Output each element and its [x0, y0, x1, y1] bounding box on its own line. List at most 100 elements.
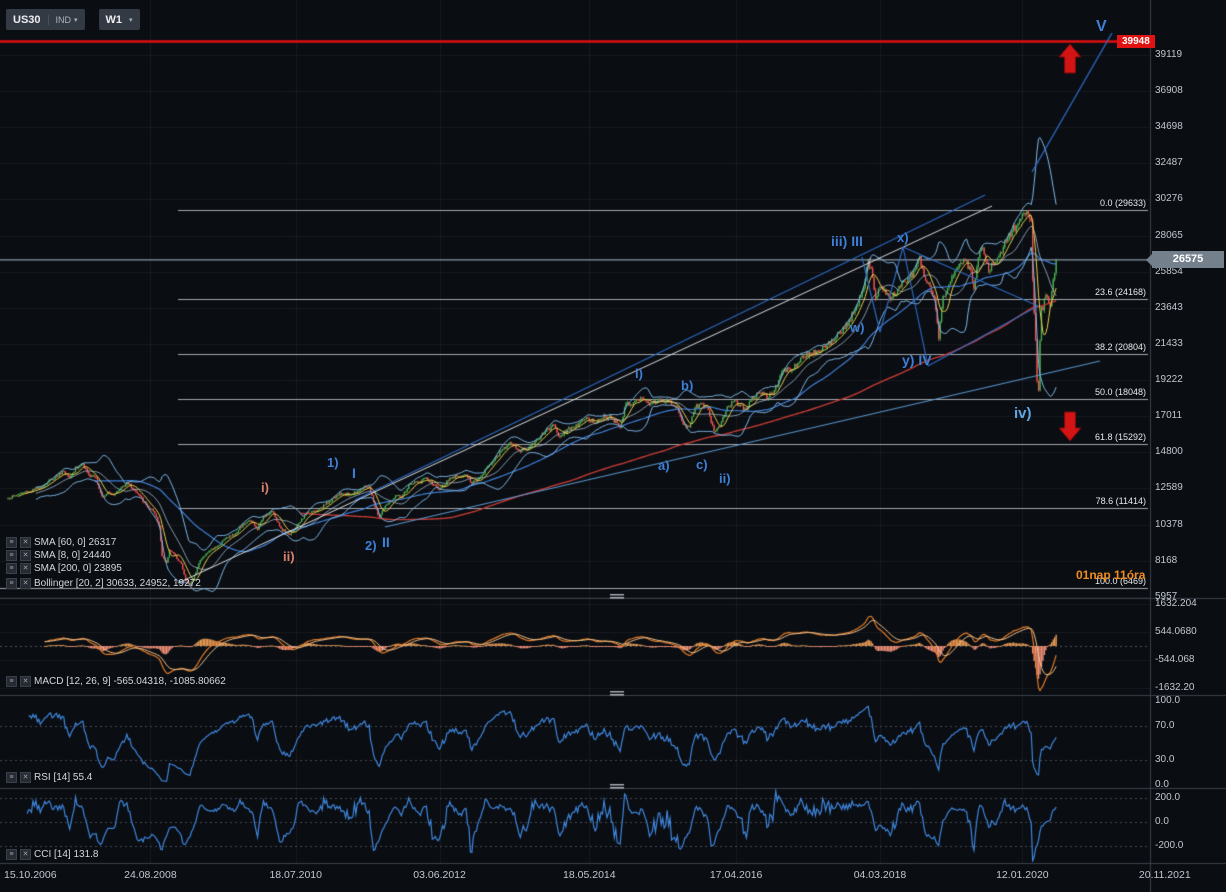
indicator-settings-icon[interactable]: ≡: [6, 537, 17, 548]
elliott-wave-label[interactable]: i): [635, 366, 643, 381]
fib-level-label[interactable]: 78.6 (11414): [1095, 495, 1146, 506]
indicator-legend-rsi: ≡ ✕ RSI [14] 55.4: [6, 772, 92, 783]
elliott-wave-label[interactable]: V: [1096, 18, 1107, 35]
macd-axis-label: -1632.20: [1155, 681, 1195, 693]
price-axis-label: 19222: [1155, 374, 1183, 386]
indicator-settings-icon[interactable]: ≡: [6, 849, 17, 860]
elliott-wave-label[interactable]: c): [696, 457, 708, 472]
indicator-settings-icon[interactable]: ≡: [6, 563, 17, 574]
rsi-axis-label: 100.0: [1155, 695, 1181, 706]
rsi-axis-label: 0.0: [1155, 779, 1169, 790]
elliott-wave-label[interactable]: x): [897, 230, 909, 245]
date-axis-label: 03.06.2012: [413, 869, 466, 881]
date-axis-label: 17.04.2016: [709, 869, 763, 881]
macd-axis-label: 544.0680: [1155, 626, 1197, 637]
date-axis-label: 12.01.2020: [996, 869, 1049, 881]
alert-price-label[interactable]: 39948: [1117, 35, 1155, 48]
price-axis-label: 14800: [1155, 446, 1183, 458]
indicator-remove-icon[interactable]: ✕: [20, 550, 31, 561]
price-axis-label: 21433: [1155, 337, 1183, 349]
fib-level-label[interactable]: 38.2 (20804): [1094, 342, 1146, 353]
price-axis-label: 10378: [1155, 518, 1183, 530]
indicator-legend-bollinger: ≡ ✕ Bollinger [20, 2] 30633, 24952, 19272: [6, 578, 201, 589]
indicator-settings-icon[interactable]: ≡: [6, 550, 17, 561]
date-axis-label: 18.07.2010: [269, 869, 322, 881]
date-axis-label: 24.08.2008: [124, 869, 177, 881]
indicator-legend-text: RSI [14] 55.4: [34, 772, 93, 783]
price-axis-label: 12589: [1155, 482, 1183, 494]
elliott-wave-label[interactable]: iii) III: [831, 233, 863, 249]
current-price-value: 26575: [1172, 253, 1204, 265]
date-axis-label: 04.03.2018: [853, 869, 907, 881]
bar-close-countdown: 01nap 11óra: [1076, 568, 1146, 582]
chevron-down-icon: ▾: [129, 16, 133, 24]
elliott-wave-label[interactable]: iv): [1014, 405, 1032, 422]
elliott-wave-label[interactable]: a): [658, 458, 670, 473]
date-axis-label: 20.11.2021: [1138, 869, 1191, 881]
indicator-remove-icon[interactable]: ✕: [20, 772, 31, 783]
fib-level-label[interactable]: 50.0 (18048): [1094, 387, 1146, 398]
price-axis-label: 30276: [1155, 193, 1183, 205]
current-price-label: 26575: [1146, 251, 1224, 268]
indicator-legend-sma200: ≡ ✕ SMA [200, 0] 23895: [6, 563, 122, 574]
elliott-wave-label[interactable]: w): [850, 320, 865, 335]
indicator-settings-icon[interactable]: ≡: [6, 772, 17, 783]
indicator-legend-macd: ≡ ✕ MACD [12, 26, 9] -565.04318, -1085.80…: [6, 676, 226, 687]
price-axis-label: 32487: [1155, 157, 1183, 169]
indicator-legend-text: SMA [200, 0] 23895: [34, 563, 122, 574]
fib-level-label[interactable]: 100.0 (6469): [1094, 576, 1146, 587]
elliott-wave-label[interactable]: 2): [365, 538, 377, 553]
indicator-settings-icon[interactable]: ≡: [6, 578, 17, 589]
elliott-wave-label[interactable]: b): [681, 378, 694, 393]
rsi-axis-label: 30.0: [1155, 753, 1175, 765]
market-type-dropdown[interactable]: IND ▾: [47, 14, 78, 25]
elliott-wave-label[interactable]: ii): [719, 471, 731, 486]
market-type-label: IND: [55, 14, 72, 25]
indicator-remove-icon[interactable]: ✕: [20, 849, 31, 860]
symbol-label: US30: [13, 13, 41, 26]
cci-axis-label: 0.0: [1155, 816, 1169, 827]
price-axis-label: 25854: [1155, 265, 1183, 277]
price-axis-label: 17011: [1155, 410, 1183, 422]
elliott-wave-label[interactable]: ii): [283, 549, 295, 564]
fib-level-label[interactable]: 0.0 (29633): [1099, 198, 1146, 208]
elliott-wave-label[interactable]: I: [352, 465, 356, 481]
indicator-legend-text: SMA [8, 0] 24440: [34, 550, 111, 561]
price-axis-label: 36908: [1155, 85, 1183, 97]
cci-axis-label: -200.0: [1155, 840, 1184, 852]
symbol-selector[interactable]: US30 IND ▾: [6, 9, 85, 30]
date-axis-label: 15.10.2006: [4, 869, 57, 881]
fib-level-label[interactable]: 61.8 (15292): [1094, 432, 1146, 443]
indicator-legend-sma60: ≡ ✕ SMA [60, 0] 26317: [6, 537, 116, 548]
indicator-settings-icon[interactable]: ≡: [6, 676, 17, 687]
indicator-legend-text: SMA [60, 0] 26317: [34, 537, 117, 548]
rsi-axis-label: 70.0: [1155, 720, 1175, 732]
cci-axis-label: 200.0: [1155, 791, 1181, 803]
elliott-wave-label[interactable]: II: [382, 534, 390, 550]
fib-level-label[interactable]: 23.6 (24168): [1094, 287, 1146, 298]
price-axis-label: 39119: [1155, 49, 1183, 60]
elliott-wave-label[interactable]: i): [261, 480, 269, 495]
indicator-legend-text: CCI [14] 131.8: [34, 849, 99, 860]
macd-axis-label: -544.068: [1155, 653, 1195, 665]
indicator-remove-icon[interactable]: ✕: [20, 537, 31, 548]
elliott-wave-label[interactable]: 1): [327, 455, 339, 470]
timeframe-selector[interactable]: W1 ▾: [98, 9, 140, 30]
indicator-remove-icon[interactable]: ✕: [20, 563, 31, 574]
price-axis-label: 5957: [1155, 590, 1178, 602]
chart-toolbar: US30 IND ▾ W1 ▾: [6, 9, 140, 30]
indicator-legend-text: MACD [12, 26, 9] -565.04318, -1085.80662: [34, 676, 226, 687]
chevron-down-icon: ▾: [74, 16, 78, 24]
timeframe-label: W1: [105, 13, 123, 26]
elliott-wave-label[interactable]: y) IV: [902, 352, 932, 368]
price-axis-label: 23643: [1155, 301, 1183, 313]
indicator-legend-text: Bollinger [20, 2] 30633, 24952, 19272: [34, 578, 201, 589]
price-axis-label: 28065: [1155, 229, 1183, 241]
date-axis-label: 18.05.2014: [563, 869, 616, 881]
indicator-remove-icon[interactable]: ✕: [20, 578, 31, 589]
price-axis-label: 34698: [1155, 121, 1183, 133]
indicator-remove-icon[interactable]: ✕: [20, 676, 31, 687]
